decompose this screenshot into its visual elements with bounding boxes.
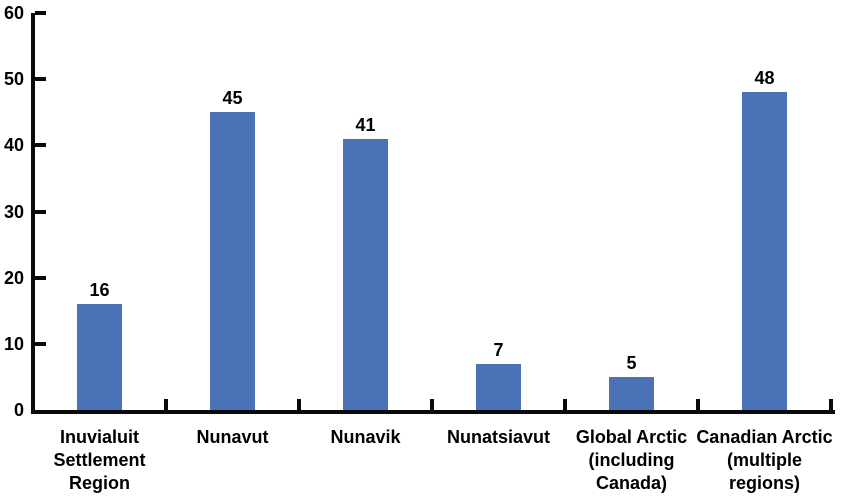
y-tick-label: 50 [3, 69, 24, 90]
y-tick-label: 40 [3, 135, 24, 156]
bar [210, 112, 255, 410]
y-tick [35, 77, 46, 82]
y-axis-line [31, 13, 35, 414]
y-tick-label: 30 [3, 201, 24, 222]
x-tick [563, 399, 567, 410]
bar [476, 363, 521, 410]
y-tick-label: 0 [13, 400, 24, 420]
y-tick-label: 10 [3, 333, 24, 354]
bar-value-label: 41 [355, 114, 376, 135]
bar [742, 92, 787, 410]
x-category-label: Nunavut [196, 427, 269, 447]
y-tick-label: 60 [3, 3, 24, 23]
x-category-label: Nunavik [330, 427, 401, 447]
x-category-label: Global Arctic (including Canada) [575, 427, 688, 493]
y-tick [35, 209, 46, 214]
y-tick-label: 20 [3, 267, 24, 288]
y-tick [35, 275, 46, 280]
x-tick [297, 399, 301, 410]
bar-value-label: 45 [222, 88, 243, 109]
x-category-label: Nunatsiavut [446, 427, 551, 447]
bar [609, 376, 654, 410]
bar-value-label: 7 [493, 339, 504, 360]
x-tick [164, 399, 168, 410]
bar-value-label: 16 [89, 280, 110, 301]
x-category-label: Inuvialuit Settlement Region [53, 427, 146, 493]
x-axis-line [31, 410, 835, 414]
y-tick [35, 11, 46, 15]
x-tick [430, 399, 434, 410]
x-category-label: Canadian Arctic (multiple regions) [696, 427, 833, 493]
bar [77, 304, 122, 410]
y-tick [35, 341, 46, 346]
bar [343, 138, 388, 410]
x-tick [696, 399, 700, 410]
y-tick [35, 143, 46, 148]
x-tick [829, 399, 833, 410]
bar-value-label: 48 [754, 68, 775, 89]
bar-value-label: 5 [626, 352, 637, 373]
